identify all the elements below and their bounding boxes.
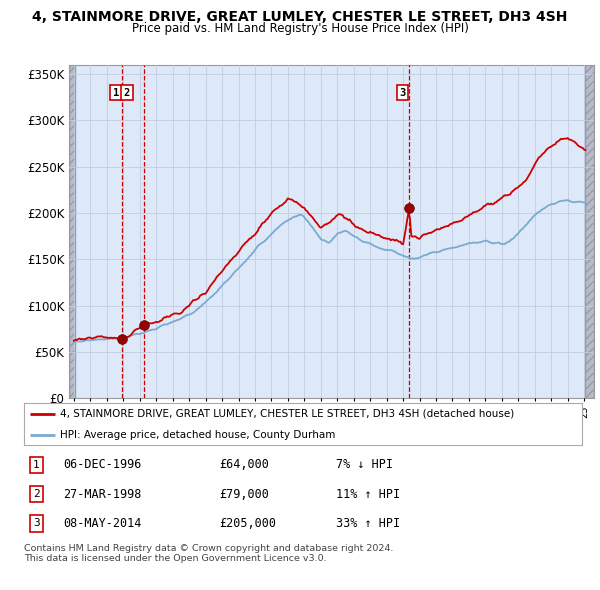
Text: 2: 2 [33, 489, 40, 499]
Text: HPI: Average price, detached house, County Durham: HPI: Average price, detached house, Coun… [60, 430, 335, 440]
Text: Contains HM Land Registry data © Crown copyright and database right 2024.
This d: Contains HM Land Registry data © Crown c… [24, 544, 394, 563]
Text: £64,000: £64,000 [220, 458, 269, 471]
Text: 4, STAINMORE DRIVE, GREAT LUMLEY, CHESTER LE STREET, DH3 4SH: 4, STAINMORE DRIVE, GREAT LUMLEY, CHESTE… [32, 10, 568, 24]
Text: 1: 1 [33, 460, 40, 470]
Text: 1: 1 [113, 88, 119, 98]
Text: £79,000: £79,000 [220, 487, 269, 501]
Text: 3: 3 [399, 88, 406, 98]
Bar [69, 65, 75, 398]
Text: 11% ↑ HPI: 11% ↑ HPI [337, 487, 401, 501]
Text: 08-MAY-2014: 08-MAY-2014 [63, 517, 142, 530]
Text: 7% ↓ HPI: 7% ↓ HPI [337, 458, 394, 471]
Text: Price paid vs. HM Land Registry's House Price Index (HPI): Price paid vs. HM Land Registry's House … [131, 22, 469, 35]
Text: 4, STAINMORE DRIVE, GREAT LUMLEY, CHESTER LE STREET, DH3 4SH (detached house): 4, STAINMORE DRIVE, GREAT LUMLEY, CHESTE… [60, 409, 515, 418]
Text: 27-MAR-1998: 27-MAR-1998 [63, 487, 142, 501]
Text: 3: 3 [33, 519, 40, 529]
Text: 2: 2 [124, 88, 130, 98]
Bar [586, 65, 594, 398]
Text: £205,000: £205,000 [220, 517, 276, 530]
Text: 33% ↑ HPI: 33% ↑ HPI [337, 517, 401, 530]
Text: 06-DEC-1996: 06-DEC-1996 [63, 458, 142, 471]
